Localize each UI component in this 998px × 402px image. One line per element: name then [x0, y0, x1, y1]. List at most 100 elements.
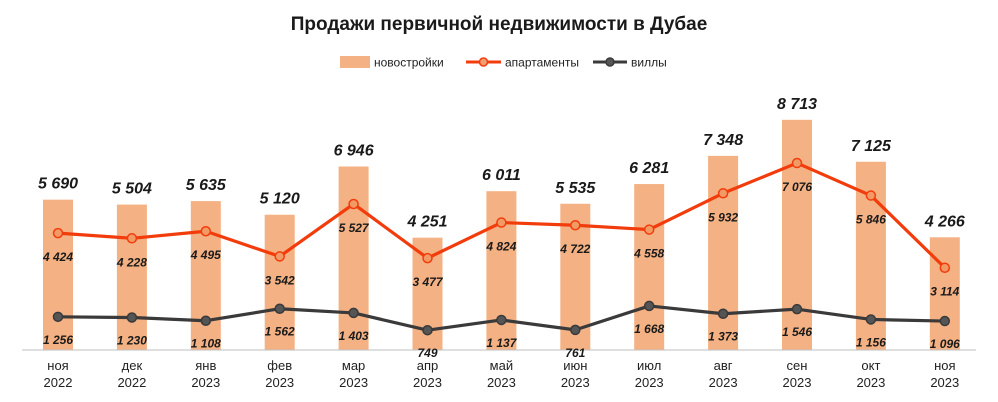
point-villy — [865, 314, 877, 325]
bar-novostroyki — [116, 204, 147, 350]
x-tick-year: 2023 — [856, 375, 885, 390]
point-label-villy: 1 546 — [782, 325, 812, 339]
x-tick-month: май — [490, 358, 513, 373]
x-tick-year: 2023 — [930, 375, 959, 390]
point-label-apartamenty: 3 542 — [265, 273, 295, 287]
point-villy — [348, 307, 359, 319]
x-tick-year: 2023 — [561, 375, 590, 390]
bar-value-label: 6 946 — [334, 142, 374, 159]
x-tick-month: окт — [861, 358, 880, 373]
x-tick-month: ноя — [47, 358, 68, 373]
bar-novostroyki — [190, 201, 221, 350]
point-label-villy: 1 096 — [930, 337, 960, 351]
legend-label-villy: виллы — [631, 56, 667, 70]
point-label-apartamenty: 4 424 — [42, 250, 73, 264]
x-tick-year: 2023 — [191, 375, 220, 390]
bar-novostroyki — [43, 199, 73, 350]
x-tick-month: июн — [563, 358, 587, 373]
point-apartamenty — [52, 227, 64, 239]
point-villy — [939, 315, 951, 327]
bar-novostroyki — [708, 155, 739, 350]
point-label-apartamenty: 4 722 — [559, 242, 590, 256]
x-tick-year: 2023 — [339, 375, 368, 390]
bar-value-label: 4 266 — [924, 213, 965, 230]
bar-value-label: 6 281 — [629, 160, 669, 177]
point-apartamenty — [717, 188, 729, 199]
point-label-villy: 1 403 — [339, 329, 369, 343]
point-label-apartamenty: 3 114 — [930, 285, 959, 299]
point-apartamenty — [865, 190, 877, 201]
point-apartamenty — [200, 225, 212, 237]
point-label-apartamenty: 4 558 — [633, 247, 664, 261]
bar-novostroyki — [486, 191, 517, 350]
point-villy — [126, 312, 138, 323]
bar-novostroyki — [782, 119, 812, 350]
x-tick-month: дек — [122, 358, 143, 373]
x-tick-month: июл — [637, 358, 661, 373]
point-apartamenty — [348, 198, 359, 210]
point-villy — [643, 300, 655, 312]
point-label-villy: 1 156 — [856, 335, 886, 349]
legend-label-novostroyki: новостройки — [374, 56, 444, 70]
x-tick-month: сен — [787, 358, 808, 373]
bar-value-label: 5 635 — [186, 177, 227, 194]
bar-value-label: 8 713 — [777, 96, 817, 113]
x-tick-year: 2023 — [783, 375, 812, 390]
point-apartamenty — [939, 262, 951, 273]
legend-swatch-novostroyki — [340, 56, 370, 68]
point-label-villy: 749 — [417, 346, 437, 360]
bar-value-label: 6 011 — [482, 167, 521, 184]
x-tick-month: мар — [342, 358, 365, 373]
labels-group: 5 690 5 504 5 635 5 120 6 946 4 251 6 011 5 535… — [38, 96, 965, 360]
bar-value-label: 4 251 — [406, 214, 447, 231]
legend-marker-apartamenty — [478, 57, 489, 67]
point-villy — [52, 311, 64, 323]
point-apartamenty — [570, 219, 581, 231]
bar-value-label: 5 504 — [112, 181, 152, 198]
point-label-apartamenty: 4 228 — [116, 255, 147, 269]
x-tick-month: апр — [417, 358, 439, 373]
point-label-villy: 1 256 — [43, 333, 73, 347]
point-apartamenty — [274, 251, 285, 262]
bar-novostroyki — [264, 214, 295, 350]
chart-title: Продажи первичной недвижимости в Дубае — [291, 14, 708, 35]
legend-marker-villy — [605, 57, 615, 67]
point-villy — [422, 324, 433, 336]
lines-group — [52, 157, 951, 336]
point-villy — [200, 315, 212, 326]
x-tick-month: янв — [195, 358, 216, 373]
bar-novostroyki — [634, 184, 665, 350]
point-label-villy: 1 562 — [265, 325, 295, 339]
point-apartamenty — [643, 224, 655, 235]
bar-value-label: 5 120 — [260, 191, 300, 208]
point-villy — [496, 314, 507, 326]
bar-novostroyki — [338, 166, 369, 350]
point-label-apartamenty: 4 495 — [190, 248, 221, 262]
point-label-apartamenty: 5 932 — [708, 210, 738, 224]
point-villy — [717, 308, 729, 319]
point-label-apartamenty: 3 477 — [412, 275, 443, 289]
point-label-villy: 1 108 — [191, 337, 221, 351]
point-label-villy: 1 668 — [634, 322, 664, 336]
bar-value-label: 5 690 — [38, 176, 78, 193]
point-label-apartamenty: 7 076 — [782, 180, 812, 194]
x-tick-year: 2023 — [487, 375, 516, 390]
x-tick-year: 2022 — [44, 375, 73, 390]
x-tick-month: фев — [267, 358, 292, 373]
legend-label-apartamenty: апартаменты — [505, 56, 579, 70]
x-tick-year: 2023 — [709, 375, 738, 390]
x-tick-month: авг — [714, 358, 733, 373]
x-tick-labels: ноя 2022 дек 2022 янв 2023 фев 2023 мар 2023 апр 20… — [44, 358, 960, 390]
point-label-villy: 1 230 — [117, 334, 147, 348]
point-apartamenty — [126, 233, 138, 244]
point-apartamenty — [791, 157, 803, 169]
bar-value-label: 5 535 — [555, 180, 596, 197]
point-label-apartamenty: 5 527 — [339, 221, 370, 235]
point-label-apartamenty: 4 824 — [485, 240, 516, 254]
point-label-villy: 1 137 — [486, 336, 517, 350]
x-tick-year: 2023 — [265, 375, 294, 390]
x-tick-year: 2022 — [117, 375, 146, 390]
point-apartamenty — [496, 217, 507, 228]
point-label-villy: 1 373 — [708, 330, 738, 344]
